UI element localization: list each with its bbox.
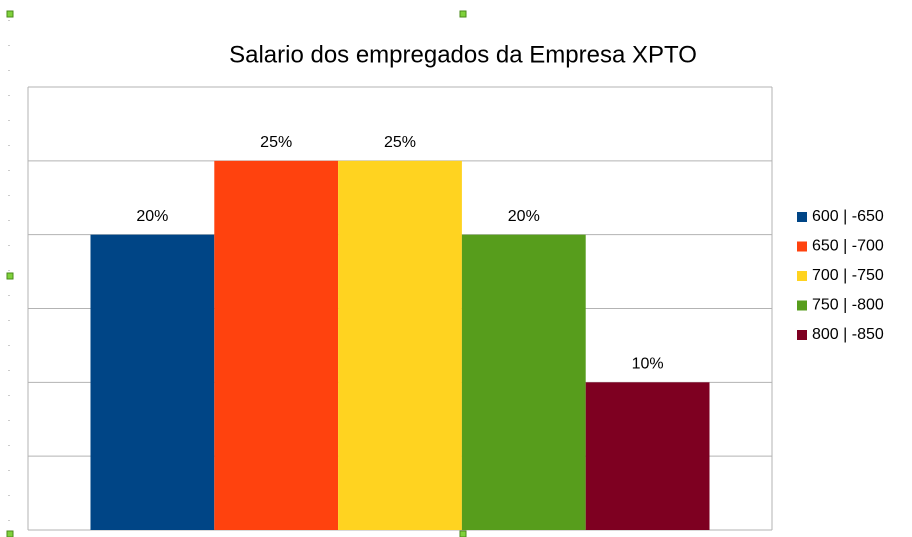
bar: [214, 160, 339, 531]
data-label: 25%: [260, 134, 292, 151]
data-label: 20%: [508, 208, 540, 225]
legend-label: 650 | -700: [812, 238, 884, 255]
legend-swatch: [797, 330, 807, 340]
bar: [461, 234, 586, 530]
chart-title: Salario dos empregados da Empresa XPTO: [229, 41, 697, 68]
data-label: 25%: [384, 134, 416, 151]
bar: [90, 234, 215, 530]
selection-handle: [6, 272, 14, 280]
legend-label: 800 | -850: [812, 326, 884, 343]
selection-handle: [6, 530, 14, 537]
legend-label: 750 | -800: [812, 297, 884, 314]
legend-swatch: [797, 300, 807, 311]
selection-handle: [6, 10, 14, 18]
data-label: 20%: [136, 208, 168, 225]
legend-swatch: [797, 241, 807, 252]
legend-label: 700 | -750: [812, 267, 884, 284]
selection-handle: [459, 530, 467, 537]
selection-handle: [459, 10, 467, 18]
bar: [585, 382, 710, 530]
bar: [338, 160, 462, 531]
legend-label: 600 | -650: [812, 208, 884, 225]
data-label: 10%: [632, 356, 664, 373]
legend-swatch: [797, 212, 807, 222]
legend-swatch: [797, 271, 807, 281]
